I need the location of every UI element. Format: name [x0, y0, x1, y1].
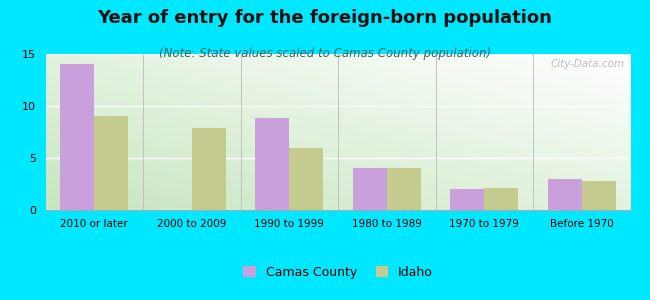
Bar: [255, 118, 289, 210]
Text: (Note: State values scaled to Camas County population): (Note: State values scaled to Camas Coun…: [159, 46, 491, 59]
Legend: Camas County, Idaho: Camas County, Idaho: [243, 266, 433, 279]
Bar: [353, 168, 387, 210]
Text: City-Data.com: City-Data.com: [551, 59, 625, 69]
Bar: [450, 189, 484, 210]
Text: Year of entry for the foreign-born population: Year of entry for the foreign-born popul…: [98, 9, 552, 27]
Bar: [387, 168, 421, 210]
Bar: [94, 116, 129, 210]
Bar: [484, 188, 519, 210]
Bar: [547, 179, 582, 210]
Bar: [582, 181, 616, 210]
Bar: [192, 128, 226, 210]
Bar: [289, 148, 324, 210]
Bar: [60, 64, 94, 210]
